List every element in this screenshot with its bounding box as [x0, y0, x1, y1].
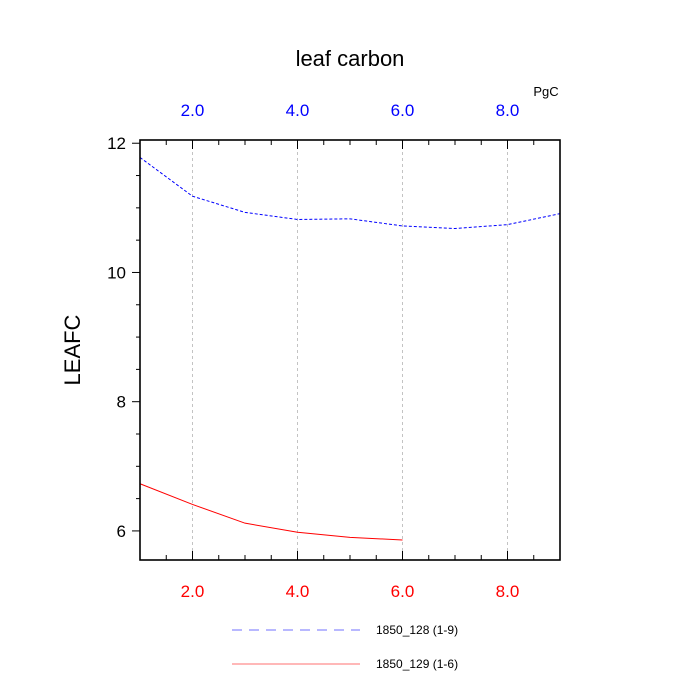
bottom-x-tick-label: 8.0: [496, 582, 520, 601]
chart-title: leaf carbon: [296, 46, 405, 71]
top-x-tick-label: 6.0: [391, 101, 415, 120]
series-layer: [139, 157, 561, 541]
top-x-tick-label: 4.0: [286, 101, 310, 120]
y-tick-label: 6: [117, 522, 126, 541]
units-label: PgC: [533, 84, 558, 99]
top-x-tick-label: 2.0: [181, 101, 205, 120]
y-tick-labels: 6 8 10 12: [107, 134, 126, 541]
series-line: [139, 483, 403, 541]
y-tick-label: 8: [117, 393, 126, 412]
plot-frame: [139, 139, 561, 561]
series-line: [139, 157, 561, 230]
bottom-x-tick-label: 4.0: [286, 582, 310, 601]
bottom-x-tick-label: 6.0: [391, 582, 415, 601]
bottom-x-tick-labels: 2.0 4.0 6.0 8.0: [181, 582, 520, 601]
grid-lines: [192, 140, 508, 560]
bottom-x-tick-label: 2.0: [181, 582, 205, 601]
y-axis-label: LEAFC: [60, 314, 85, 385]
y-tick-label: 12: [107, 134, 126, 153]
top-x-tick-label: 8.0: [496, 101, 520, 120]
axis-ticks: [132, 140, 561, 560]
legend-label: 1850_129 (1-6): [376, 657, 458, 671]
top-x-tick-labels: 2.0 4.0 6.0 8.0: [181, 101, 520, 120]
legend-label: 1850_128 (1-9): [376, 623, 458, 637]
legend: 1850_128 (1-9) 1850_129 (1-6): [232, 623, 458, 671]
y-tick-label: 10: [107, 263, 126, 282]
